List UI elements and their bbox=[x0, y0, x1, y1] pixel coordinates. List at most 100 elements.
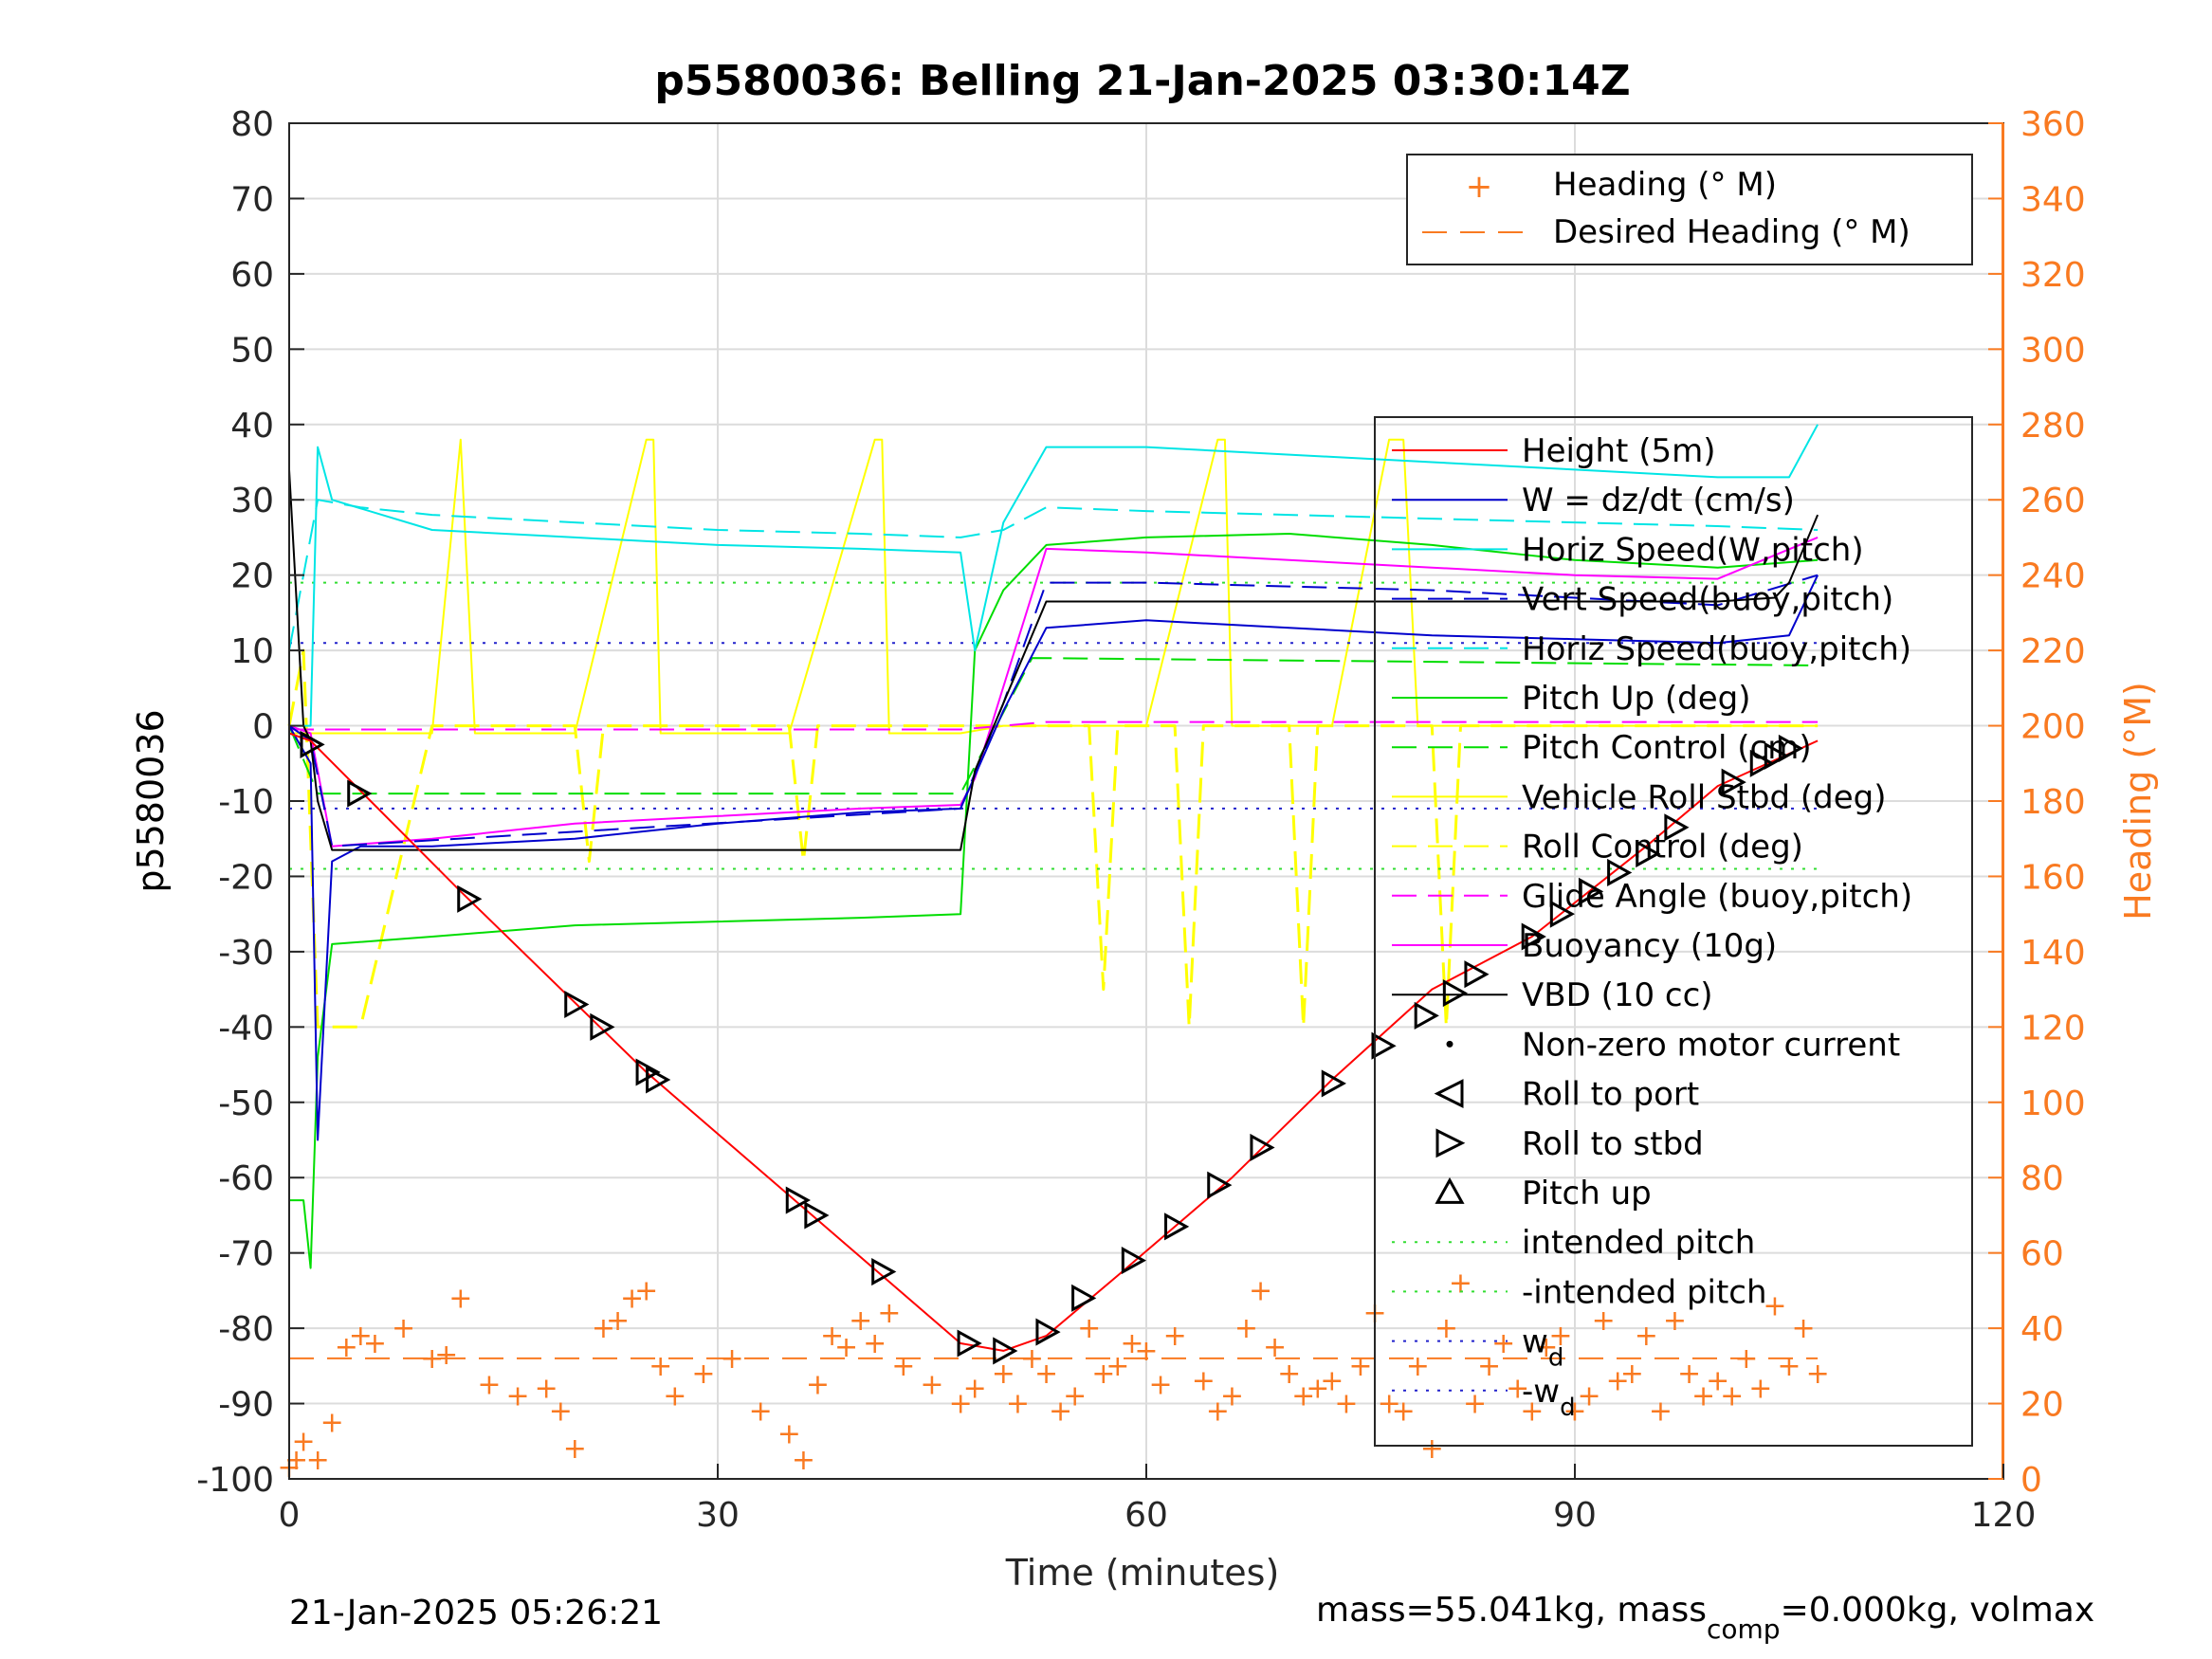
heading-point: + bbox=[392, 1312, 415, 1345]
y2-tick-label: 220 bbox=[2020, 632, 2086, 671]
legend-label: Vert Speed(buoy,pitch) bbox=[1522, 581, 1893, 619]
heading-point: + bbox=[1034, 1358, 1058, 1391]
heading-point: + bbox=[1006, 1388, 1030, 1421]
roll-marker bbox=[804, 1201, 830, 1230]
heading-point: + bbox=[1649, 1395, 1673, 1429]
heading-point: + bbox=[792, 1444, 815, 1477]
heading-point: + bbox=[820, 1320, 844, 1353]
heading-point: + bbox=[1663, 1304, 1687, 1338]
legend-label: W = dz/dt (cm/s) bbox=[1522, 482, 1795, 520]
y-tick-label: -60 bbox=[218, 1159, 274, 1198]
y2-tick-label: 0 bbox=[2020, 1461, 2042, 1500]
heading-point: + bbox=[363, 1327, 387, 1360]
heading-point: + bbox=[563, 1432, 587, 1466]
roll-marker bbox=[1442, 979, 1469, 1008]
y2-tick-label: 160 bbox=[2020, 858, 2086, 897]
roll-marker bbox=[1721, 768, 1746, 796]
y-tick-label: -20 bbox=[218, 858, 274, 897]
legend-label: Height (5m) bbox=[1522, 432, 1715, 470]
x-tick-label: 120 bbox=[1971, 1496, 2037, 1535]
y-tick-label: -90 bbox=[218, 1386, 274, 1425]
y-tick-label: -10 bbox=[218, 783, 274, 822]
heading-point: + bbox=[891, 1350, 915, 1383]
heading-point: + bbox=[291, 1425, 315, 1458]
heading-point: + bbox=[1748, 1373, 1772, 1406]
y2-tick-label: 280 bbox=[2020, 407, 2086, 446]
heading-point: + bbox=[306, 1444, 330, 1477]
roll-marker bbox=[1549, 900, 1576, 928]
heading-point: + bbox=[1091, 1358, 1115, 1391]
roll-marker bbox=[871, 1257, 897, 1286]
heading-point: + bbox=[1763, 1289, 1786, 1322]
legend-main-box bbox=[1374, 416, 1973, 1447]
heading-point: + bbox=[1534, 1331, 1558, 1364]
roll-marker bbox=[347, 779, 373, 808]
heading-point: + bbox=[1548, 1320, 1572, 1353]
y-tick-label: 50 bbox=[230, 331, 274, 370]
roll-marker bbox=[300, 730, 325, 758]
legend-swatch-marker bbox=[1435, 1176, 1465, 1204]
heading-point: + bbox=[420, 1342, 444, 1376]
x-tick-label: 60 bbox=[1124, 1496, 1168, 1535]
heading-point: + bbox=[592, 1312, 615, 1345]
y-tick-label: 30 bbox=[230, 482, 274, 520]
heading-point: + bbox=[1049, 1395, 1072, 1429]
heading-point: + bbox=[1420, 1432, 1444, 1466]
y2-tick-label: 100 bbox=[2020, 1085, 2086, 1123]
heading-point: + bbox=[849, 1304, 872, 1338]
y2-tick-label: 200 bbox=[2020, 708, 2086, 747]
heading-point: + bbox=[1063, 1380, 1087, 1413]
series-line-w-dz-dt-cm-s bbox=[288, 574, 1819, 1141]
y-tick-label: -80 bbox=[218, 1310, 274, 1349]
heading-point: + bbox=[949, 1388, 973, 1421]
heading-point: + bbox=[1291, 1380, 1315, 1413]
heading-point: + bbox=[1563, 1395, 1586, 1429]
y2-tick-label: 60 bbox=[2020, 1235, 2064, 1274]
legend-label: Roll Control (deg) bbox=[1522, 829, 1803, 866]
heading-point: + bbox=[749, 1395, 773, 1429]
legend-swatch-marker bbox=[1435, 1128, 1466, 1158]
legend-label: Pitch Up (deg) bbox=[1522, 680, 1750, 718]
heading-point: + bbox=[863, 1327, 887, 1360]
heading-point: + bbox=[834, 1331, 858, 1364]
roll-marker bbox=[1664, 813, 1690, 842]
roll-marker bbox=[457, 884, 483, 913]
heading-point: + bbox=[963, 1373, 987, 1406]
heading-point: + bbox=[1435, 1312, 1458, 1345]
heading-point: + bbox=[1249, 1274, 1272, 1307]
heading-point: + bbox=[1791, 1312, 1815, 1345]
heading-point: + bbox=[1506, 1373, 1529, 1406]
series-line-horiz-speed-w-pitch bbox=[289, 424, 1819, 727]
heading-point: + bbox=[1306, 1373, 1329, 1406]
heading-point: + bbox=[1077, 1312, 1101, 1345]
heading-point: + bbox=[1620, 1358, 1644, 1391]
y2-tick-label: 80 bbox=[2020, 1159, 2064, 1198]
heading-point: + bbox=[691, 1358, 715, 1391]
heading-point: + bbox=[1020, 1342, 1044, 1376]
y2-tick-label: 20 bbox=[2020, 1386, 2064, 1425]
roll-marker bbox=[1414, 1001, 1439, 1030]
legend-label-subscript: d bbox=[1548, 1344, 1564, 1373]
footer-mass: mass=55.041kg, masscomp=0.000kg, volmax bbox=[1316, 1591, 2094, 1645]
y2-tick-label: 180 bbox=[2020, 783, 2086, 822]
footer-mass-text: mass=55.041kg, mass bbox=[1316, 1591, 1707, 1630]
heading-point: + bbox=[335, 1331, 358, 1364]
legend-label: Glide Angle (buoy,pitch) bbox=[1522, 878, 1912, 916]
heading-point: + bbox=[1577, 1380, 1600, 1413]
series-line-vert-speed-buoy-pitch bbox=[288, 574, 1819, 848]
roll-marker bbox=[1071, 1284, 1097, 1312]
roll-marker bbox=[1121, 1247, 1147, 1275]
heading-point: + bbox=[1378, 1388, 1401, 1421]
legend-label: Pitch up bbox=[1522, 1175, 1652, 1212]
heading-point: + bbox=[434, 1339, 458, 1372]
heading-point: + bbox=[1234, 1312, 1258, 1345]
heading-point: + bbox=[1120, 1327, 1143, 1360]
legend-label: Horiz Speed(buoy,pitch) bbox=[1522, 630, 1911, 668]
y-axis-label: p5580036 bbox=[130, 709, 172, 892]
heading-point: + bbox=[1520, 1395, 1544, 1429]
footer-timestamp: 21-Jan-2025 05:26:21 bbox=[289, 1594, 663, 1632]
roll-marker bbox=[1578, 877, 1604, 905]
roll-marker bbox=[1321, 1069, 1346, 1098]
heading-point: + bbox=[1491, 1327, 1515, 1360]
plot-area: ++++++++ +++++ + ++++++++++ ++++++++++++++ ++… bbox=[277, 424, 1830, 1485]
